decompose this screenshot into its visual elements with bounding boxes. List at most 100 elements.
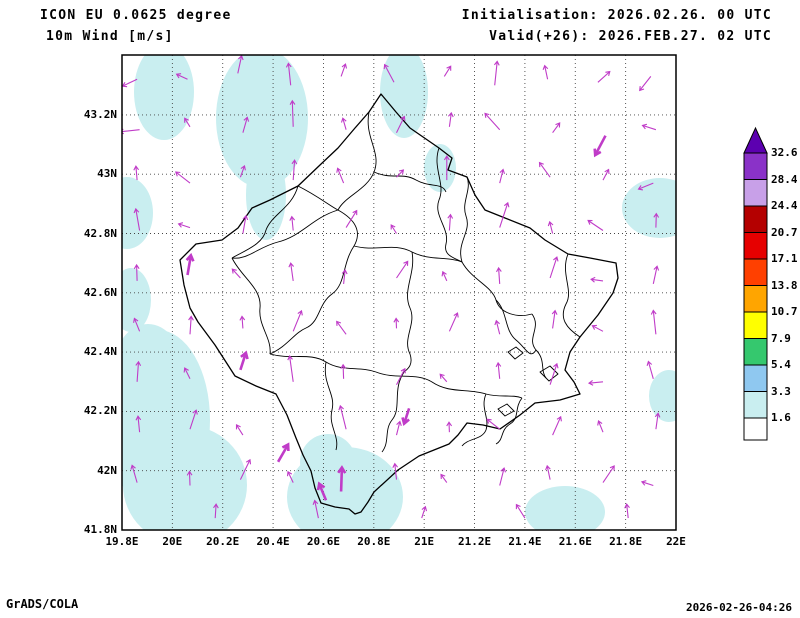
wind-vector-arrow (587, 379, 604, 386)
colorbar-segment (743, 205, 768, 233)
wind-vector-arrow (336, 320, 347, 335)
wind-vector-arrow (177, 222, 191, 229)
wind-vector-arrow (186, 470, 193, 486)
wind-vector-arrow (239, 315, 246, 329)
wind-vector-arrow (646, 360, 654, 379)
colorbar-segment (743, 258, 768, 286)
colorbar-segment (743, 417, 768, 441)
wind-vector-arrow (130, 464, 138, 483)
shade-blob (300, 434, 356, 490)
lat-tick-label: 42.2N (83, 404, 117, 418)
wind-vector-arrow (183, 367, 191, 380)
lat-tick-label: 42.4N (83, 345, 117, 359)
lat-tick-label: 42N (97, 463, 117, 477)
wind-vector-arrow (401, 407, 411, 427)
creation-timestamp: 2026-02-26-04:26 (686, 601, 792, 614)
wind-vector-arrow (237, 55, 244, 74)
wind-vector-arrow (239, 350, 249, 371)
wind-vector-arrow (133, 165, 140, 181)
wind-vector-arrow (184, 117, 191, 128)
wind-vector-arrow (235, 424, 244, 436)
wind-vector-arrow (440, 473, 448, 483)
wind-vector-arrow (396, 169, 405, 178)
colorbar-segment (743, 152, 768, 180)
country-outline (179, 93, 619, 515)
colorbar-tick-label: 5.4 (771, 358, 791, 371)
wind-vector-arrow (338, 404, 347, 430)
wind-vector-arrow (591, 324, 604, 332)
field-title: 10m Wind [m/s] (46, 29, 174, 44)
colorbar-over-triangle (743, 126, 768, 154)
wind-vector-arrow (447, 213, 454, 231)
shade-blob (123, 425, 247, 530)
wind-vector-arrow (135, 360, 142, 382)
wind-vector-arrow (639, 76, 652, 92)
wind-vector-arrow (292, 309, 303, 332)
wind-vector-arrow (499, 168, 506, 184)
wind-vector-arrow (499, 467, 507, 486)
time-block: Initialisation: 2026.02.26. 00 UTC Valid… (462, 5, 772, 47)
shade-blob (424, 144, 456, 192)
wind-vector-arrow (597, 420, 604, 433)
wind-vector-arrow (443, 65, 452, 77)
valid-label: Valid(+26): 2026.FEB.27. 02 UTC (489, 29, 772, 44)
wind-vector-arrow (590, 276, 604, 283)
wind-vector-arrow (316, 481, 328, 501)
wind-vector-arrow (446, 421, 453, 433)
wind-vector-arrow (242, 116, 250, 133)
wind-vector-arrow (602, 168, 610, 181)
colorbar-segment (743, 338, 768, 366)
wind-vector-arrow (549, 256, 559, 279)
wind-vector-arrow (289, 215, 296, 231)
colorbar-tick-label: 32.6 (771, 146, 798, 159)
wind-vector-arrow (291, 159, 298, 181)
wind-vector-arrow (494, 319, 501, 335)
wind-vector-arrow (341, 268, 348, 284)
model-title: ICON EU 0.0625 degree (40, 8, 232, 23)
lat-tick-label: 42.6N (83, 285, 117, 299)
wind-arrows-layer (122, 55, 661, 519)
wind-vector-arrow (287, 354, 294, 382)
wind-vector-arrow (285, 62, 292, 86)
lon-tick-label: 20.2E (206, 535, 240, 548)
lon-tick-label: 20E (162, 535, 183, 548)
wind-vector-arrow (213, 503, 219, 519)
wind-vector-arrow (383, 63, 395, 83)
shade-blob (216, 55, 308, 188)
wind-vector-arrow (650, 309, 657, 335)
wind-vector-arrow (174, 171, 191, 184)
wind-vector-arrow (551, 309, 558, 329)
wind-shading-layer (122, 55, 676, 530)
plot-frame (121, 54, 677, 531)
shade-blob (122, 177, 153, 249)
wind-vector-arrow (547, 220, 554, 234)
wind-vector-arrow (552, 122, 561, 134)
wind-vector-arrow (499, 201, 510, 228)
lon-tick-label: 21.8E (609, 535, 643, 548)
wind-vector-arrow (185, 252, 195, 276)
admin-boundaries (179, 93, 619, 515)
wind-vector-arrow (395, 420, 402, 436)
wind-vector-arrow (133, 317, 141, 332)
wind-vector-arrow (242, 214, 249, 234)
wind-vector-arrow (340, 63, 348, 77)
lon-tick-label: 22E (666, 535, 686, 548)
wind-vector-arrow (396, 367, 406, 385)
colorbar-segment (743, 232, 768, 260)
wind-vector-arrow (337, 465, 347, 492)
wind-vector-arrow (133, 207, 141, 231)
wind-vector-arrow (336, 167, 345, 184)
initialisation-label: Initialisation: 2026.02.26. 00 UTC (461, 8, 772, 23)
wind-vector-arrow (593, 135, 607, 158)
wind-vector-arrow (484, 112, 501, 131)
colorbar-tick-label: 1.6 (771, 411, 791, 424)
wind-vector-arrow (289, 99, 296, 127)
shade-blob (649, 370, 676, 422)
wind-vector-arrow (624, 503, 630, 519)
colorbar-segment (743, 364, 768, 392)
colorbar-bar (743, 126, 768, 441)
wind-vector-arrow (189, 409, 198, 430)
wind-vector-arrow (239, 458, 252, 480)
